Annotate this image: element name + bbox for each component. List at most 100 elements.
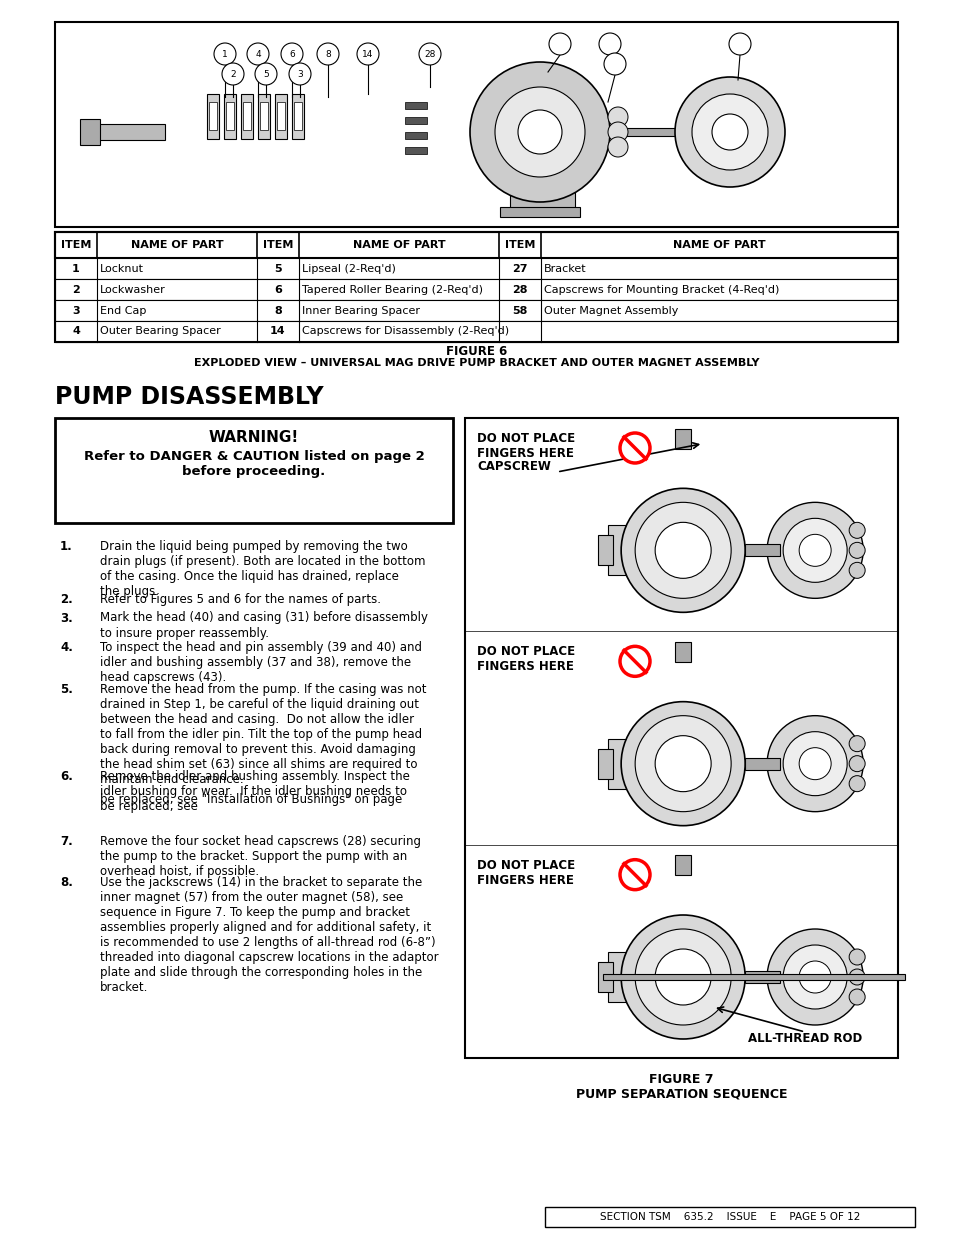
Bar [510,191,575,212]
Text: Refer to DANGER & CAUTION listed on page 2
before proceeding.: Refer to DANGER & CAUTION listed on page… [84,450,424,478]
Circle shape [603,53,625,75]
Text: 5: 5 [612,59,618,68]
Text: Outer Magnet Assembly: Outer Magnet Assembly [543,305,678,315]
Bar [609,128,689,136]
Text: ITEM: ITEM [504,240,535,249]
Circle shape [848,522,864,538]
Text: 4.: 4. [60,641,72,655]
Bar [85,124,165,140]
Circle shape [517,110,561,154]
Circle shape [848,776,864,792]
Text: 27: 27 [554,40,565,48]
Bar [405,147,427,154]
Bar [405,103,427,109]
Text: Lockwasher: Lockwasher [100,284,166,294]
Bar [598,748,613,778]
Circle shape [655,948,710,1005]
Circle shape [598,33,620,56]
Text: 3: 3 [296,69,302,79]
Circle shape [316,43,338,65]
Bar [276,103,285,130]
Bar [294,103,302,130]
Text: DO NOT PLACE
FINGERS HERE: DO NOT PLACE FINGERS HERE [476,646,575,673]
Circle shape [635,929,730,1025]
Bar [405,117,427,124]
Bar [607,952,638,1002]
Bar [744,971,780,983]
Text: 7.: 7. [60,835,72,848]
Bar [598,535,613,566]
Circle shape [222,63,244,85]
Text: 58: 58 [512,305,527,315]
Text: 27: 27 [512,263,527,273]
Circle shape [675,77,784,186]
Bar [598,962,613,992]
Text: 8.: 8. [60,877,72,889]
Text: 14: 14 [362,49,374,58]
Circle shape [620,488,744,613]
Bar [544,1207,914,1228]
Text: Remove the four socket head capscrews (28) securing
the pump to the bracket. Sup: Remove the four socket head capscrews (2… [100,835,420,878]
Circle shape [848,756,864,772]
Text: 1.: 1. [60,540,72,553]
Circle shape [213,43,235,65]
Text: Inner Bearing Spacer: Inner Bearing Spacer [302,305,419,315]
Text: 5: 5 [263,69,269,79]
Text: Use the jackscrews (14) in the bracket to separate the
inner magnet (57) from th: Use the jackscrews (14) in the bracket t… [100,877,438,994]
Circle shape [848,736,864,752]
Text: Refer to Figures 5 and 6 for the names of parts.: Refer to Figures 5 and 6 for the names o… [100,593,380,606]
Circle shape [470,62,609,203]
Text: EXPLODED VIEW – UNIVERSAL MAG DRIVE PUMP BRACKET AND OUTER MAGNET ASSEMBLY: EXPLODED VIEW – UNIVERSAL MAG DRIVE PUMP… [194,358,759,368]
Circle shape [495,86,584,177]
Circle shape [619,646,649,677]
Circle shape [782,945,846,1009]
Bar [607,739,638,789]
Text: Locknut: Locknut [100,263,144,273]
Bar [55,279,897,300]
Text: 28: 28 [512,284,527,294]
Text: 2.: 2. [60,593,72,606]
Text: 6: 6 [289,49,294,58]
Text: 8: 8 [274,305,281,315]
Bar [602,974,904,981]
Circle shape [848,969,864,986]
Circle shape [799,747,830,779]
Circle shape [635,503,730,598]
Bar [80,119,100,144]
Circle shape [782,519,846,583]
Text: FIGURE 7: FIGURE 7 [649,1073,713,1086]
Circle shape [620,915,744,1039]
Circle shape [418,43,440,65]
Text: 2: 2 [230,69,235,79]
Bar [55,321,897,342]
Circle shape [254,63,276,85]
Text: To inspect the head and pin assembly (39 and 40) and
idler and bushing assembly : To inspect the head and pin assembly (39… [100,641,421,684]
Circle shape [655,522,710,578]
Bar [292,94,304,140]
Circle shape [289,63,311,85]
Text: Drain the liquid being pumped by removing the two
drain plugs (if present). Both: Drain the liquid being pumped by removin… [100,540,425,598]
Circle shape [799,961,830,993]
Text: 2: 2 [72,284,80,294]
Bar [226,103,233,130]
Text: 4: 4 [254,49,260,58]
Circle shape [728,33,750,56]
Text: NAME OF PART: NAME OF PART [673,240,765,249]
Circle shape [848,542,864,558]
Text: FIGURE 6: FIGURE 6 [446,345,507,358]
Text: DO NOT PLACE
FINGERS HERE: DO NOT PLACE FINGERS HERE [476,858,575,887]
Text: be replaced, see "Installation of Bushings" on page: be replaced, see "Installation of Bushin… [100,794,402,806]
Circle shape [607,107,627,127]
Circle shape [607,137,627,157]
Bar [55,232,897,258]
Bar [744,545,780,556]
Circle shape [607,122,627,142]
Circle shape [711,114,747,149]
Text: 58: 58 [734,40,745,48]
Text: ALL-THREAD ROD: ALL-THREAD ROD [747,1032,862,1045]
Text: 1: 1 [72,263,80,273]
Circle shape [848,562,864,578]
Text: WARNING!: WARNING! [209,430,299,445]
Text: PUMP DISASSEMBLY: PUMP DISASSEMBLY [55,385,323,409]
Text: 1: 1 [222,49,228,58]
